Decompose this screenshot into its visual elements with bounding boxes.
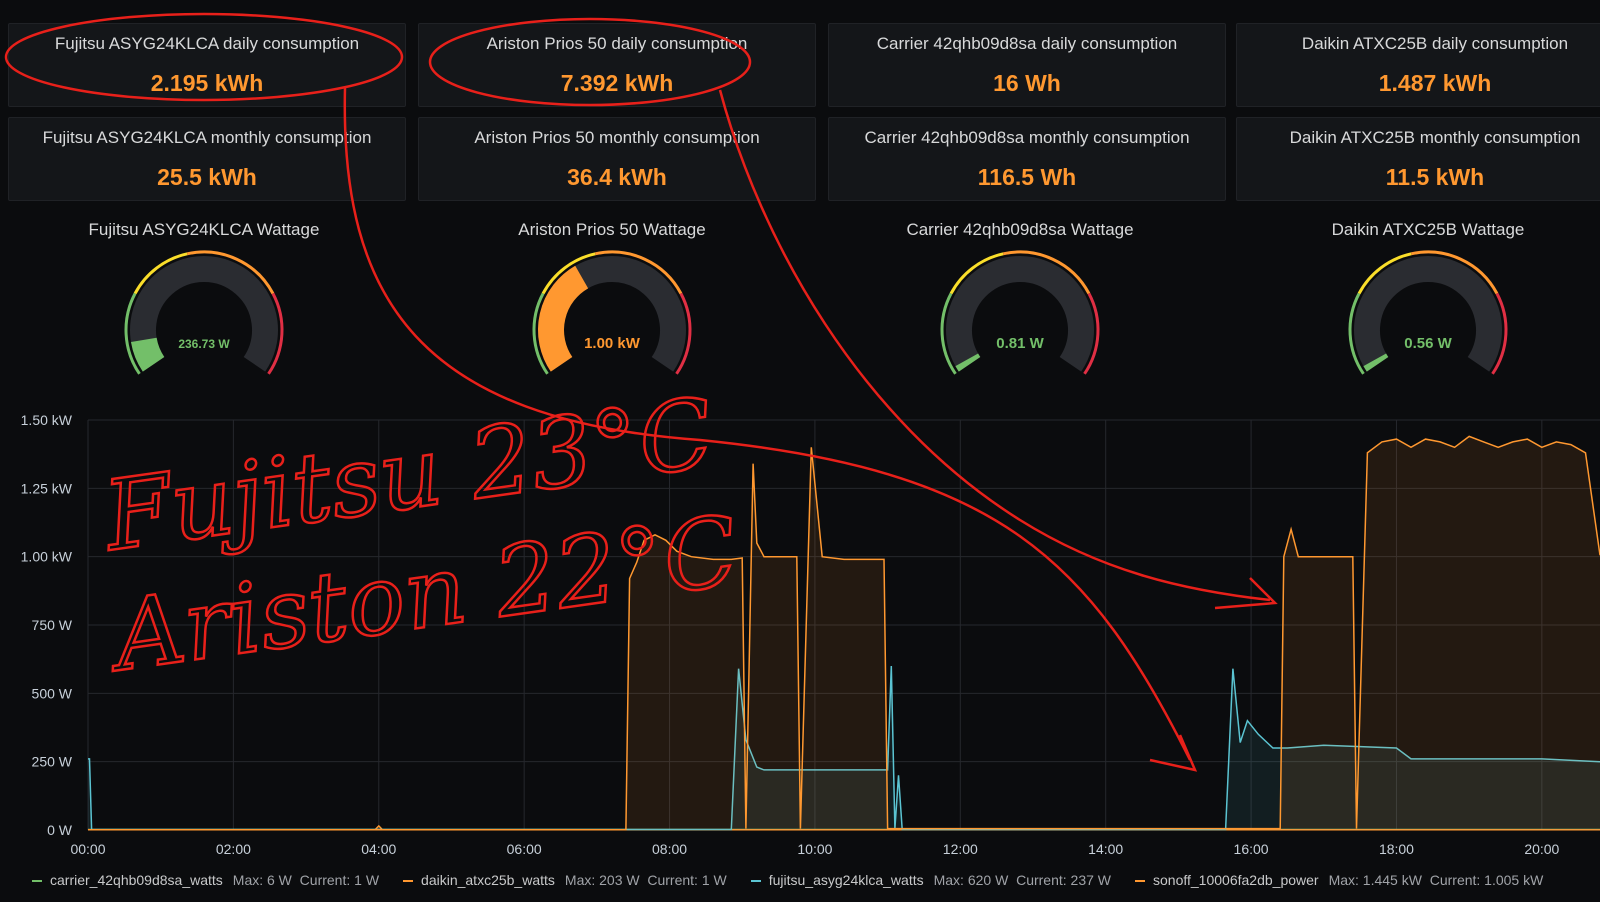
stat-title: Carrier 42qhb09d8sa monthly consumption bbox=[864, 128, 1190, 147]
gauge-title: Ariston Prios 50 Wattage bbox=[518, 220, 706, 239]
legend-series-stats: Max: 6 W Current: 1 W bbox=[232, 872, 380, 888]
gauge-fill bbox=[538, 265, 589, 372]
x-tick-label: 20:00 bbox=[1524, 841, 1559, 857]
stat-panel[interactable]: Carrier 42qhb09d8sa monthly consumption 1… bbox=[828, 117, 1226, 201]
x-tick-label: 02:00 bbox=[216, 841, 251, 857]
stat-value: 2.195 kWh bbox=[150, 70, 264, 96]
x-tick-label: 04:00 bbox=[361, 841, 396, 857]
gauge-title: Daikin ATXC25B Wattage bbox=[1331, 220, 1525, 239]
gauge-threshold-band bbox=[1357, 252, 1412, 295]
x-tick-label: 08:00 bbox=[652, 841, 687, 857]
wattage-gauge[interactable]: 0.56 W bbox=[1318, 245, 1538, 385]
gauge-value: 1.00 kW bbox=[584, 335, 641, 352]
stat-title: Ariston Prios 50 monthly consumption bbox=[474, 128, 760, 147]
wattage-gauge[interactable]: 1.00 kW bbox=[502, 245, 722, 385]
stat-title: Carrier 42qhb09d8sa daily consumption bbox=[876, 34, 1178, 53]
y-tick-label: 750 W bbox=[32, 617, 73, 633]
x-tick-label: 10:00 bbox=[797, 841, 832, 857]
x-tick-label: 06:00 bbox=[507, 841, 542, 857]
legend-item[interactable]: daikin_atxc25b_watts Max: 203 W Current: … bbox=[403, 872, 737, 888]
legend-swatch bbox=[1135, 880, 1146, 883]
x-tick-label: 00:00 bbox=[70, 841, 105, 857]
stat-panel[interactable]: Fujitsu ASYG24KLCA daily consumption 2.19… bbox=[8, 23, 406, 107]
stat-value: 11.5 kWh bbox=[1385, 164, 1485, 190]
gauge-threshold-band bbox=[186, 250, 275, 295]
stat-title: Daikin ATXC25B monthly consumption bbox=[1289, 128, 1581, 147]
legend-series-name: fujitsu_asyg24klca_watts bbox=[768, 872, 924, 888]
legend-series-stats: Max: 1.445 kW Current: 1.005 kW bbox=[1328, 872, 1544, 888]
gauge-value: 0.81 W bbox=[996, 335, 1044, 352]
stat-title: Fujitsu ASYG24KLCA daily consumption bbox=[54, 34, 360, 53]
legend-item[interactable]: carrier_42qhb09d8sa_watts Max: 6 W Curren… bbox=[32, 872, 389, 888]
stat-panel[interactable]: Ariston Prios 50 monthly consumption 36.4… bbox=[418, 117, 816, 201]
y-tick-label: 500 W bbox=[32, 685, 73, 701]
legend-series-name: daikin_atxc25b_watts bbox=[421, 872, 555, 888]
stat-panel[interactable]: Ariston Prios 50 daily consumption 7.392 … bbox=[418, 23, 816, 107]
stat-value: 36.4 kWh bbox=[567, 164, 667, 190]
stat-value: 25.5 kWh bbox=[157, 164, 257, 190]
legend-swatch bbox=[750, 880, 761, 883]
stat-value: 1.487 kWh bbox=[1378, 70, 1492, 96]
gauge-threshold-band bbox=[133, 252, 188, 295]
y-tick-label: 1.50 kW bbox=[21, 412, 73, 428]
legend-item[interactable]: sonoff_10006fa2db_power Max: 1.445 kW Cur… bbox=[1135, 872, 1553, 888]
legend-series-name: carrier_42qhb09d8sa_watts bbox=[50, 872, 223, 888]
stat-panel[interactable]: Daikin ATXC25B daily consumption 1.487 kW… bbox=[1236, 23, 1600, 107]
gauge-threshold-band bbox=[124, 292, 141, 375]
stat-title: Daikin ATXC25B daily consumption bbox=[1301, 34, 1569, 53]
gauge-threshold-band bbox=[267, 292, 284, 375]
stat-value: 16 Wh bbox=[993, 70, 1061, 96]
gauge-threshold-band bbox=[1491, 292, 1508, 375]
gauge-threshold-band bbox=[1348, 292, 1365, 375]
gauge-threshold-band bbox=[1410, 250, 1499, 295]
gauge-fill bbox=[955, 353, 981, 372]
legend-series-stats: Max: 620 W Current: 237 W bbox=[933, 872, 1112, 888]
stat-value: 7.392 kWh bbox=[560, 70, 674, 96]
x-tick-label: 14:00 bbox=[1088, 841, 1123, 857]
x-tick-label: 12:00 bbox=[943, 841, 978, 857]
gauge-track bbox=[1354, 256, 1502, 372]
gauge-fill bbox=[130, 337, 165, 372]
legend-series-stats: Max: 203 W Current: 1 W bbox=[564, 872, 727, 888]
gauge-title: Carrier 42qhb09d8sa Wattage bbox=[906, 220, 1134, 239]
series-area-fujitsu_asyg24klca_watts bbox=[88, 666, 1600, 830]
chart-legend: carrier_42qhb09d8sa_watts Max: 6 W Curren… bbox=[32, 872, 1567, 888]
stat-panel[interactable]: Carrier 42qhb09d8sa daily consumption 16 … bbox=[828, 23, 1226, 107]
stat-panel[interactable]: Daikin ATXC25B monthly consumption 11.5 k… bbox=[1236, 117, 1600, 201]
legend-swatch bbox=[32, 880, 42, 883]
y-tick-label: 1.25 kW bbox=[21, 480, 73, 496]
wattage-gauge[interactable]: 0.81 W bbox=[910, 245, 1130, 385]
x-tick-label: 16:00 bbox=[1234, 841, 1269, 857]
legend-series-name: sonoff_10006fa2db_power bbox=[1153, 872, 1319, 888]
gauge-track bbox=[130, 256, 278, 372]
y-tick-label: 0 W bbox=[47, 822, 73, 838]
gauge-value: 236.73 W bbox=[178, 337, 230, 351]
stat-value: 116.5 Wh bbox=[977, 164, 1077, 190]
gauge-fill bbox=[1363, 353, 1389, 372]
stat-title: Fujitsu ASYG24KLCA monthly consumption bbox=[42, 128, 372, 147]
gauge-value: 0.56 W bbox=[1404, 335, 1452, 352]
wattage-gauge[interactable]: 236.73 W bbox=[94, 245, 314, 385]
y-tick-label: 250 W bbox=[32, 754, 73, 770]
gauge-title: Fujitsu ASYG24KLCA Wattage bbox=[88, 220, 320, 239]
legend-item[interactable]: fujitsu_asyg24klca_watts Max: 620 W Curre… bbox=[750, 872, 1121, 888]
legend-swatch bbox=[403, 880, 414, 883]
stat-title: Ariston Prios 50 daily consumption bbox=[486, 34, 748, 53]
series-area-sonoff_10006fa2db_power bbox=[88, 436, 1600, 830]
x-tick-label: 18:00 bbox=[1379, 841, 1414, 857]
stat-panel[interactable]: Fujitsu ASYG24KLCA monthly consumption 25… bbox=[8, 117, 406, 201]
y-tick-label: 1.00 kW bbox=[21, 549, 73, 565]
